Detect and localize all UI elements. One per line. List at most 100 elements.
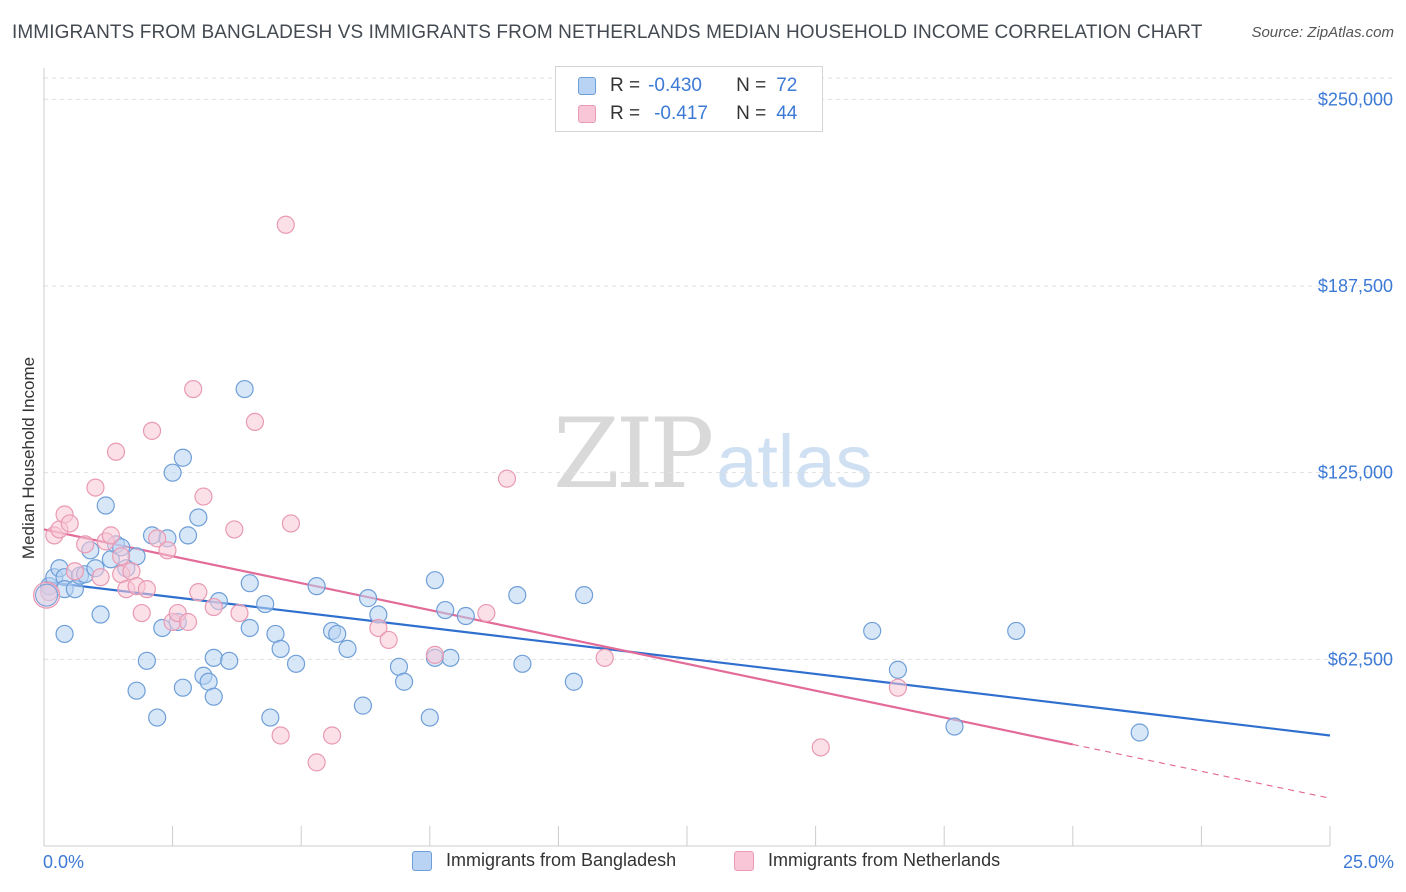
point-bangladesh: [1130, 723, 1149, 742]
point-bangladesh: [173, 678, 192, 697]
point-bangladesh: [204, 687, 223, 706]
point-bangladesh: [204, 648, 223, 667]
point-netherlands: [369, 618, 388, 638]
point-bangladesh: [127, 681, 146, 700]
point-netherlands: [425, 645, 445, 664]
point-bangladesh: [55, 624, 74, 644]
data-points: [32, 215, 1149, 772]
point-bangladesh: [945, 717, 964, 736]
point-netherlands: [137, 580, 156, 599]
point-netherlands: [148, 529, 167, 548]
trend-line-netherlands-extension: [1072, 743, 1331, 799]
series-legend-bangladesh: Immigrants from Bangladesh: [412, 850, 676, 871]
legend-row-netherlands: R = -0.417 N = 44: [578, 101, 797, 127]
point-bangladesh: [148, 708, 167, 727]
x-tick-label-max: 25.0%: [1342, 852, 1394, 872]
legend-n-value: 72: [776, 75, 798, 96]
point-netherlands: [65, 562, 84, 581]
legend-n-label: N =: [736, 75, 767, 96]
axes: [43, 68, 1331, 847]
series-swatch-pink: [734, 850, 754, 871]
legend-r-value: -0.417: [654, 103, 708, 124]
source-credit: Source: ZipAtlas.com: [1251, 24, 1394, 41]
y-axis-title: Median Household Income: [19, 357, 38, 559]
point-netherlands: [477, 603, 496, 623]
point-bangladesh: [178, 526, 198, 545]
point-netherlands: [184, 379, 203, 399]
point-bangladesh: [137, 651, 156, 670]
point-bangladesh: [338, 639, 357, 658]
point-bangladesh: [96, 496, 115, 515]
point-netherlands: [379, 630, 398, 650]
point-netherlands: [245, 412, 265, 431]
point-netherlands: [888, 678, 908, 697]
point-netherlands: [178, 612, 198, 632]
stats-legend: R = -0.430 N = 72 R = -0.417 N = 44: [555, 66, 823, 132]
series-legend: Immigrants from Bangladesh Immigrants fr…: [0, 850, 1406, 878]
point-netherlands: [595, 648, 614, 667]
point-netherlands: [32, 581, 61, 609]
y-tick-label: $125,000: [1318, 463, 1393, 483]
point-netherlands: [307, 753, 326, 772]
point-netherlands: [106, 442, 126, 461]
point-netherlands: [204, 597, 223, 617]
point-bangladesh: [564, 672, 583, 691]
point-netherlands: [194, 487, 213, 506]
point-bangladesh: [1007, 621, 1026, 641]
point-bangladesh: [508, 586, 527, 605]
point-bangladesh: [358, 589, 378, 608]
point-netherlands: [811, 738, 830, 757]
point-bangladesh: [436, 600, 455, 620]
watermark: ZIPatlas: [553, 398, 873, 510]
y-tick-labels: $62,500 $125,000 $187,500 $250,000: [1318, 89, 1393, 669]
series-label: Immigrants from Netherlands: [768, 850, 1001, 870]
legend-r-label: R =: [610, 75, 641, 96]
y-tick-label: $62,500: [1328, 649, 1393, 669]
point-bangladesh: [888, 660, 908, 679]
chart-title: IMMIGRANTS FROM BANGLADESH VS IMMIGRANTS…: [12, 22, 1203, 43]
point-bangladesh: [420, 708, 439, 727]
point-bangladesh: [91, 605, 110, 624]
point-bangladesh: [394, 672, 414, 691]
series-label: Immigrants from Bangladesh: [446, 850, 677, 870]
point-netherlands: [271, 726, 290, 745]
point-bangladesh: [271, 639, 290, 658]
point-bangladesh: [425, 571, 445, 590]
point-netherlands: [112, 547, 131, 566]
legend-row-bangladesh: R = -0.430 N = 72: [578, 73, 797, 99]
point-netherlands: [230, 603, 249, 623]
series-swatch-blue: [412, 850, 432, 871]
point-netherlands: [189, 583, 208, 602]
legend-swatch-pink: [578, 105, 596, 123]
watermark-zip: ZIP: [553, 398, 714, 510]
point-bangladesh: [441, 648, 460, 667]
trend-line-netherlands: [43, 528, 1074, 746]
point-netherlands: [225, 520, 244, 539]
point-bangladesh: [328, 624, 347, 644]
point-bangladesh: [256, 594, 275, 614]
point-bangladesh: [240, 618, 259, 638]
point-bangladesh: [286, 654, 306, 673]
point-netherlands: [281, 514, 301, 533]
watermark-atlas: atlas: [716, 420, 873, 503]
point-bangladesh: [240, 574, 259, 593]
point-netherlands: [76, 535, 95, 554]
point-netherlands: [132, 603, 151, 623]
point-netherlands: [142, 421, 162, 440]
legend-n-label: N =: [736, 103, 767, 124]
point-bangladesh: [513, 654, 532, 673]
point-netherlands: [60, 514, 79, 533]
point-bangladesh: [35, 583, 59, 607]
y-tick-label: $187,500: [1318, 276, 1393, 296]
point-netherlands: [86, 478, 105, 497]
point-bangladesh: [575, 586, 594, 605]
series-legend-netherlands: Immigrants from Netherlands: [734, 850, 1000, 871]
point-bangladesh: [307, 577, 326, 596]
point-bangladesh: [220, 651, 239, 670]
legend-r-label: R =: [610, 103, 641, 124]
point-bangladesh: [353, 696, 373, 715]
point-netherlands: [158, 541, 177, 560]
point-bangladesh: [163, 463, 182, 482]
point-bangladesh: [235, 379, 254, 399]
point-netherlands: [497, 469, 517, 488]
